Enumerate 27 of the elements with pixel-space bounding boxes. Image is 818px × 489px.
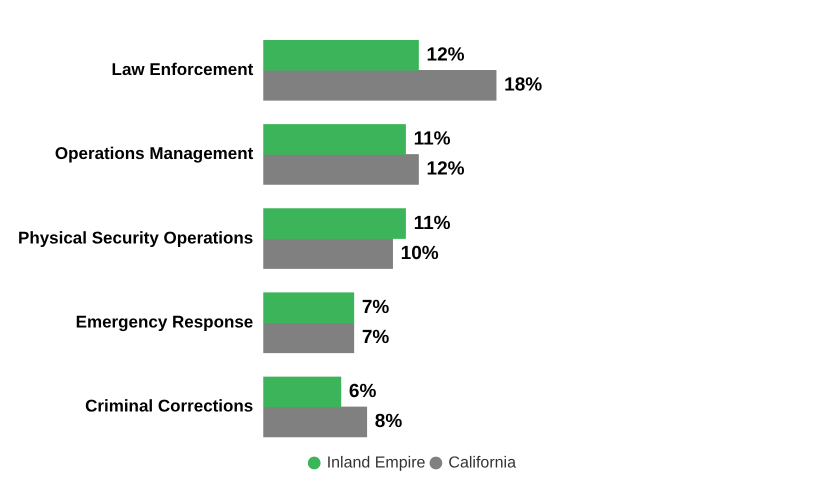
bar — [263, 70, 496, 101]
data-label: 7% — [362, 296, 390, 318]
y-tick-label: Operations Management — [54, 144, 254, 164]
data-label: 8% — [374, 411, 402, 432]
legend-label: California — [448, 454, 516, 472]
data-label: 11% — [414, 212, 451, 234]
data-label: 6% — [348, 381, 376, 402]
bar — [263, 376, 342, 408]
y-tick-label: Emergency Response — [76, 312, 254, 332]
data-label: 7% — [362, 326, 390, 348]
bar — [263, 124, 406, 155]
bar — [263, 208, 406, 239]
data-label: 11% — [414, 128, 451, 150]
y-tick-label: Law Enforcement — [112, 60, 254, 79]
bar — [263, 154, 419, 185]
data-label: 10% — [400, 242, 439, 264]
y-tick-label: Physical Security Operations — [18, 228, 254, 248]
bar — [263, 292, 354, 324]
bar — [263, 40, 419, 71]
data-label: 12% — [426, 44, 465, 66]
bar — [263, 406, 368, 438]
data-label: 18% — [504, 74, 542, 96]
y-tick-label: Criminal Corrections — [85, 396, 254, 416]
bar — [263, 238, 393, 269]
legend-label: Inland Empire — [326, 454, 426, 472]
bar — [263, 322, 354, 354]
data-label: 12% — [426, 158, 465, 180]
